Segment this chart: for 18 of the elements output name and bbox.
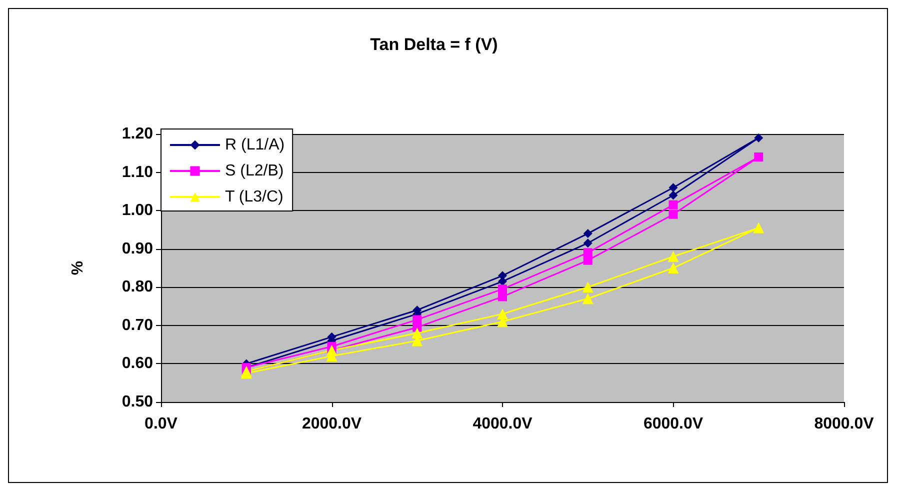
x-tick-label: 0.0V bbox=[144, 416, 178, 432]
chart-title: Tan Delta = f (V) bbox=[370, 35, 498, 54]
legend-label: S (L2/B) bbox=[225, 162, 284, 180]
y-tick-label: 0.70 bbox=[122, 316, 154, 334]
legend-label: R (L1/A) bbox=[225, 136, 285, 154]
y-tick-label: 1.20 bbox=[122, 126, 154, 142]
x-tick-label: 8000.0V bbox=[814, 416, 874, 432]
y-tick-label: 0.80 bbox=[122, 278, 154, 296]
x-tick-label: 6000.0V bbox=[643, 416, 704, 432]
y-tick-label: 0.50 bbox=[122, 394, 154, 410]
x-tick-label: 4000.0V bbox=[472, 416, 533, 432]
legend-label: T (L3/C) bbox=[225, 188, 284, 206]
y-tick-label: 1.00 bbox=[122, 202, 154, 220]
y-axis-title: % bbox=[70, 260, 86, 276]
x-tick-label: 2000.0V bbox=[302, 416, 362, 432]
y-tick-label: 0.60 bbox=[122, 355, 154, 372]
y-tick-label: 0.90 bbox=[122, 240, 154, 258]
y-tick-label: 1.10 bbox=[122, 164, 154, 181]
